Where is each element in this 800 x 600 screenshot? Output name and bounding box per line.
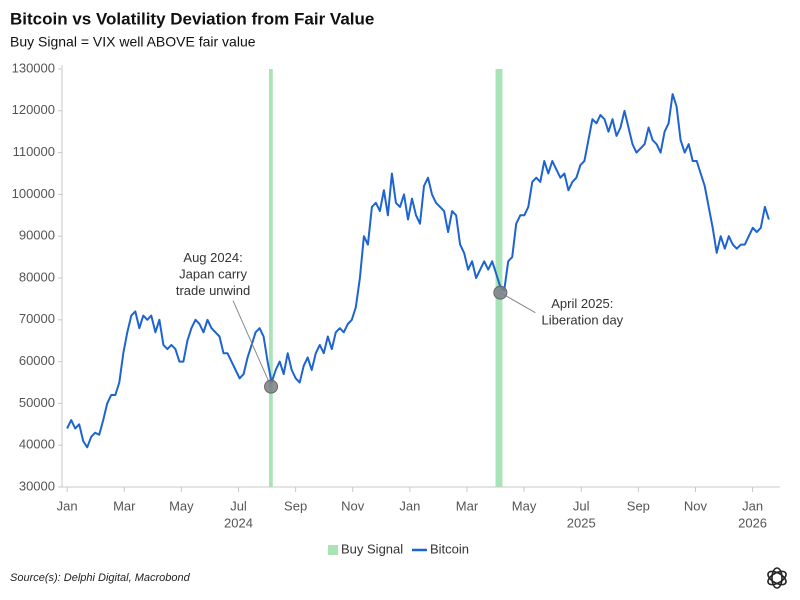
annotation-text: trade unwind <box>176 283 250 298</box>
legend-label: Buy Signal <box>341 541 403 556</box>
y-tick-label: 90000 <box>19 228 55 243</box>
x-tick-label: Jul <box>573 498 590 513</box>
x-tick-label: Jan <box>399 498 420 513</box>
annotation-text: Japan carry <box>179 267 247 282</box>
x-year-label: 2026 <box>738 515 767 530</box>
x-tick-label: Mar <box>113 498 136 513</box>
y-tick-label: 100000 <box>12 186 55 201</box>
logo <box>767 567 787 589</box>
x-tick-label: Jan <box>57 498 78 513</box>
y-tick-label: 120000 <box>12 102 55 117</box>
y-tick-label: 110000 <box>13 144 55 159</box>
y-tick-label: 30000 <box>19 478 55 493</box>
x-tick-label: Jan <box>742 498 763 513</box>
chart-title: Bitcoin vs Volatility Deviation from Fai… <box>10 9 374 28</box>
annotation-point <box>264 379 279 394</box>
y-tick-label: 70000 <box>19 311 55 326</box>
x-tick-label: May <box>512 498 537 513</box>
y-tick-label: 80000 <box>19 269 55 284</box>
buy-signal-band <box>269 69 273 487</box>
annotation-leader <box>232 300 272 387</box>
x-tick-label: Sep <box>627 498 650 513</box>
legend-label: Bitcoin <box>430 541 469 556</box>
legend-swatch <box>328 545 338 555</box>
annotation-text: April 2025: <box>551 296 613 311</box>
source-note: Source(s): Delphi Digital, Macrobond <box>10 572 191 584</box>
x-year-label: 2024 <box>224 515 253 530</box>
y-tick-label: 40000 <box>19 437 55 452</box>
annotation-text: Aug 2024: <box>183 250 242 265</box>
x-tick-label: Nov <box>684 498 708 513</box>
chart-subtitle: Buy Signal = VIX well ABOVE fair value <box>10 34 256 50</box>
annotation-text: Liberation day <box>542 313 624 328</box>
y-tick-label: 60000 <box>19 353 55 368</box>
x-tick-label: Jul <box>230 498 247 513</box>
buy-signal-band <box>495 69 503 487</box>
x-year-label: 2025 <box>567 515 596 530</box>
y-tick-label: 50000 <box>19 395 55 410</box>
annotation-point <box>493 285 508 300</box>
x-tick-label: Nov <box>341 498 365 513</box>
x-tick-label: May <box>169 498 194 513</box>
x-tick-label: Mar <box>456 498 479 513</box>
y-tick-label: 130000 <box>12 60 55 75</box>
x-tick-label: Sep <box>284 498 307 513</box>
bitcoin-line <box>66 93 770 449</box>
